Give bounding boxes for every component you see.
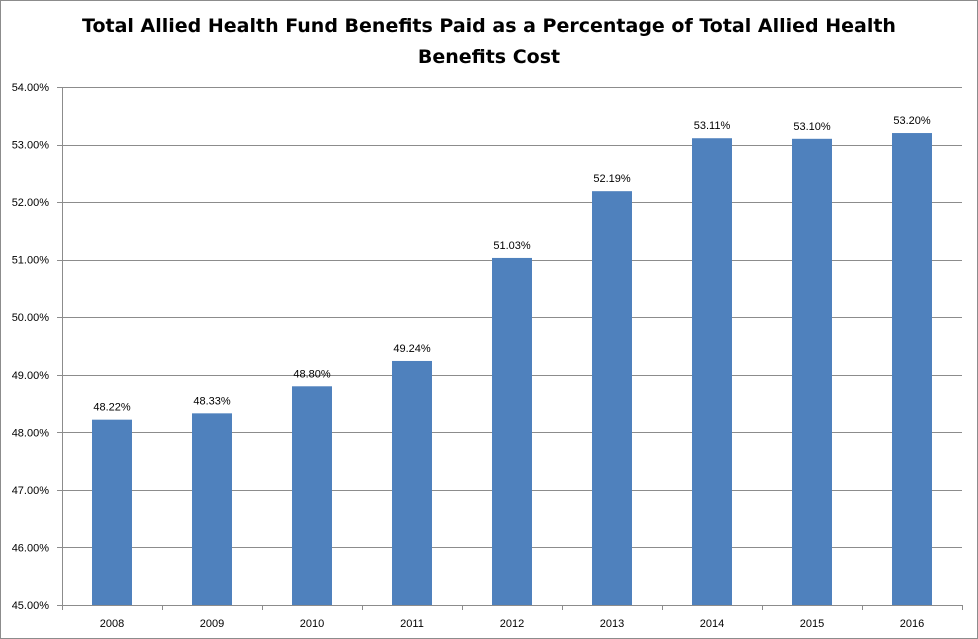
data-label-2011: 49.24% bbox=[393, 343, 431, 355]
data-label-2013: 52.19% bbox=[593, 173, 631, 185]
bars bbox=[92, 133, 932, 606]
x-axis-tick-labels: 2008 2009 2010 2011 2012 2013 2014 2015 2016 bbox=[100, 618, 924, 630]
data-label-2016: 53.20% bbox=[893, 115, 931, 127]
y-tick-label-1: 46.00% bbox=[12, 542, 50, 554]
x-tick-label-2013: 2013 bbox=[600, 618, 624, 630]
data-label-2012: 51.03% bbox=[493, 240, 531, 252]
x-tick-label-2011: 2011 bbox=[400, 618, 424, 630]
bar-2015 bbox=[792, 138, 832, 606]
data-label-2015: 53.10% bbox=[793, 121, 831, 133]
y-tick-label-7: 52.00% bbox=[12, 197, 50, 209]
y-tick-label-0: 45.00% bbox=[12, 600, 50, 612]
data-label-2010: 48.80% bbox=[293, 368, 331, 380]
y-tick-label-6: 51.00% bbox=[12, 255, 50, 267]
y-tick-label-3: 48.00% bbox=[12, 427, 50, 439]
chart-title-line-1: Total Allied Health Fund Benefits Paid a… bbox=[82, 15, 896, 37]
data-label-2008: 48.22% bbox=[93, 402, 131, 414]
bar-2014 bbox=[692, 138, 732, 606]
bar-2008 bbox=[92, 419, 132, 605]
x-tick-label-2010: 2010 bbox=[300, 618, 324, 630]
bar-2016 bbox=[892, 133, 932, 606]
x-tick-label-2009: 2009 bbox=[200, 618, 224, 630]
x-tick-label-2008: 2008 bbox=[100, 618, 124, 630]
axes bbox=[57, 87, 963, 610]
y-tick-label-5: 50.00% bbox=[12, 312, 50, 324]
y-tick-label-8: 53.00% bbox=[12, 140, 50, 152]
y-tick-label-4: 49.00% bbox=[12, 370, 50, 382]
bar-2012 bbox=[492, 257, 532, 605]
bar-2010 bbox=[292, 386, 332, 605]
data-label-2009: 48.33% bbox=[193, 395, 231, 407]
bar-2011 bbox=[392, 360, 432, 605]
x-tick-label-2015: 2015 bbox=[800, 618, 824, 630]
data-labels: 48.22% 48.33% 48.80% 49.24% 51.03% 52.19% 53.1… bbox=[93, 115, 931, 414]
chart-title-line-2: Benefits Cost bbox=[418, 46, 560, 68]
x-tick-label-2012: 2012 bbox=[500, 618, 524, 630]
bar-2009 bbox=[192, 413, 232, 605]
bar-2013 bbox=[592, 191, 632, 606]
y-tick-label-9: 54.00% bbox=[12, 82, 50, 94]
y-axis-tick-labels: 45.00% 46.00% 47.00% 48.00% 49.00% 50.00% 51.0… bbox=[12, 82, 50, 612]
x-tick-label-2016: 2016 bbox=[900, 618, 924, 630]
y-tick-label-2: 47.00% bbox=[12, 485, 50, 497]
x-tick-label-2014: 2014 bbox=[700, 618, 724, 630]
data-label-2014: 53.11% bbox=[694, 120, 731, 132]
